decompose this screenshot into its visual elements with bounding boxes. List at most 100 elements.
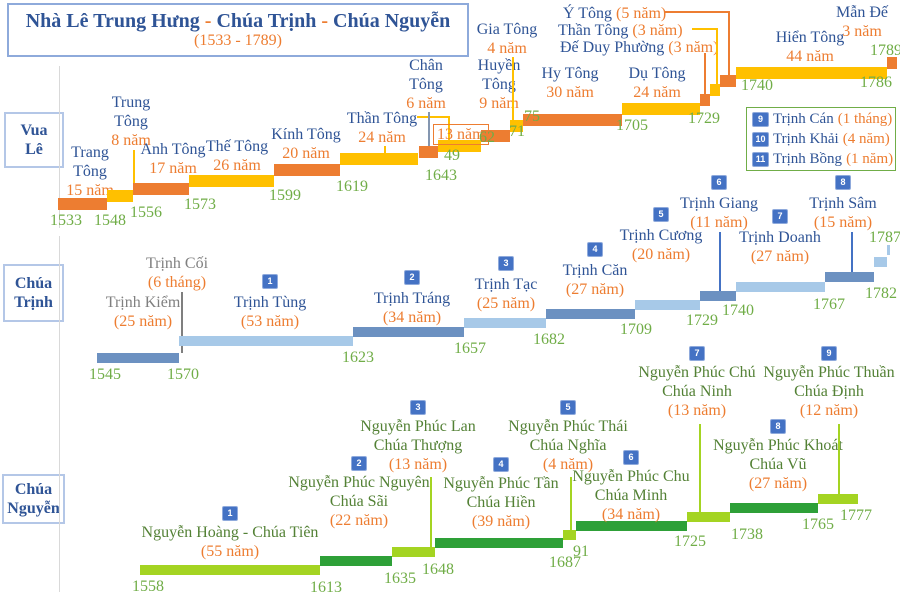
callout-line xyxy=(699,424,701,512)
year-label: 1782 xyxy=(865,285,897,302)
reign-bar xyxy=(687,512,730,522)
callout-line xyxy=(384,146,386,153)
reign-label: Anh Tông 17 năm xyxy=(63,140,283,178)
reign-name: Ý Tông xyxy=(563,5,617,22)
year-label: 1573 xyxy=(184,196,216,213)
reign-duration: (11 năm) xyxy=(690,214,748,231)
order-badge: 6 xyxy=(623,450,639,465)
reign-duration: (12 năm) xyxy=(799,402,859,419)
reign-name: Thế Tông xyxy=(205,138,269,155)
reign-label: Nguyễn Phúc Tần Chúa Hiền (39 năm) xyxy=(391,474,611,531)
reign-bar xyxy=(179,336,353,346)
order-badge: 8 xyxy=(770,419,786,434)
reign-label: Nguyễn Hoàng - Chúa Tiên (55 năm) xyxy=(120,523,340,561)
reign-label: Hy Tông 30 năm xyxy=(460,64,680,102)
reign-label: Trịnh Giang (11 năm) xyxy=(609,194,829,232)
row-axis-line xyxy=(59,422,60,592)
callout-line xyxy=(417,116,448,118)
reign-name: Nguyễn Phúc Lan xyxy=(360,418,476,435)
reign-label: Nguyễn Phúc Chú Chúa Ninh (13 năm) xyxy=(587,363,807,420)
reign-duration: 30 năm xyxy=(546,84,594,101)
reign-bar xyxy=(339,153,419,165)
row-header-vua-le: Vua Lê xyxy=(4,112,64,168)
reign-name: Trịnh Kiểm xyxy=(105,294,181,311)
reign-label: Nguyễn Phúc Khoát Chúa Vũ (27 năm) xyxy=(668,436,888,493)
year-label: 1648 xyxy=(422,561,454,578)
reign-name: Tông xyxy=(409,76,443,93)
reign-bar xyxy=(139,565,321,575)
reign-label: Nguyễn Phúc Thuần Chúa Định (12 năm) xyxy=(719,363,900,420)
reign-duration: (3 năm) xyxy=(632,22,683,39)
reign-bar xyxy=(700,94,711,106)
reign-bar xyxy=(546,309,635,319)
reign-duration: (25 năm) xyxy=(476,295,536,312)
legend-item: 11 Trịnh Bồng (1 năm) xyxy=(752,149,895,169)
reign-name: Trịnh Tráng xyxy=(373,290,451,307)
row-axis-line xyxy=(59,236,60,470)
reign-label: Kính Tông 20 năm xyxy=(196,125,416,163)
reign-label: Trịnh Tạc (25 năm) xyxy=(396,275,616,313)
reign-label: Nguyễn Phúc Nguyên Chúa Sãi (22 năm) xyxy=(249,473,469,530)
legend-duration: (1 tháng) xyxy=(837,110,893,127)
year-label: 1558 xyxy=(132,578,164,595)
year-label: 1657 xyxy=(454,340,486,357)
legend-box: 9 Trịnh Cán (1 tháng) 10 Trịnh Khải (4 n… xyxy=(746,107,896,171)
reign-name: Trang xyxy=(71,144,109,161)
reign-bar xyxy=(818,494,858,504)
reign-duration: (20 năm) xyxy=(631,246,691,263)
reign-name: Thần Tông xyxy=(346,110,418,127)
callout-line xyxy=(512,57,514,120)
reign-bar xyxy=(621,103,701,115)
year-label: 1767 xyxy=(813,296,845,313)
year-label: 91 xyxy=(573,543,589,560)
reign-label: Trịnh Doanh (27 năm) xyxy=(670,228,890,266)
row-header-chua-trinh: Chúa Trịnh xyxy=(3,264,64,322)
year-label: 62 xyxy=(479,129,495,146)
callout-line xyxy=(570,477,572,530)
order-badge: 10 xyxy=(752,131,769,147)
reign-duration: 44 năm xyxy=(786,48,834,65)
legend-name: Trịnh Khải xyxy=(773,130,839,147)
reign-name: Trịnh Căn xyxy=(562,262,628,279)
reign-label: Chân Tông 6 năm xyxy=(316,56,536,113)
year-label: 1765 xyxy=(802,516,834,533)
year-label: 1738 xyxy=(731,526,763,543)
order-badge: 6 xyxy=(711,175,727,190)
reign-name: Nguyễn Hoàng - Chúa Tiên xyxy=(141,524,319,541)
reign-bar xyxy=(480,130,511,142)
year-label: 1740 xyxy=(722,302,754,319)
reign-duration: 8 năm xyxy=(111,132,151,149)
order-badge: 5 xyxy=(653,207,669,222)
reign-duration: (3 năm) xyxy=(668,39,719,56)
year-label: 1545 xyxy=(89,366,121,383)
reign-duration: 17 năm xyxy=(149,160,197,177)
reign-name: Trịnh Doanh xyxy=(739,229,821,246)
reign-label: Đế Duy Phường (3 năm) xyxy=(560,38,718,57)
reign-name: Chúa Hiền xyxy=(466,494,536,511)
reign-bar xyxy=(710,84,720,96)
reign-bar xyxy=(510,120,524,132)
reign-name: Gia Tông xyxy=(476,21,538,38)
reign-bar xyxy=(736,67,888,79)
title-part: - xyxy=(316,10,334,32)
callout-line xyxy=(704,53,706,94)
reign-label: Trang Tông 15 năm xyxy=(0,143,200,200)
order-badge: 4 xyxy=(587,242,603,257)
reign-label: Gia Tông 4 năm xyxy=(397,20,617,58)
reign-name: Trịnh Tạc xyxy=(474,276,538,293)
reign-name: Chúa Thượng xyxy=(373,437,463,454)
row-header-line: Trịnh xyxy=(14,294,53,311)
order-badge: 8 xyxy=(835,175,851,190)
reign-bar xyxy=(274,164,340,176)
reign-bar xyxy=(438,140,481,152)
reign-name: Nguyễn Phúc Nguyên xyxy=(288,474,430,491)
legend-item: 10 Trịnh Khải (4 năm) xyxy=(752,129,895,149)
row-axis-line xyxy=(59,66,60,228)
reign-name: Chúa Minh xyxy=(594,487,668,504)
reign-label: Nguyễn Phúc Lan Chúa Thượng (13 năm) xyxy=(308,417,528,474)
reign-duration: (27 năm) xyxy=(565,281,625,298)
reign-bar xyxy=(887,57,897,69)
reign-duration: 6 năm xyxy=(406,95,446,112)
reign-label: Huyền Tông 9 năm xyxy=(389,56,609,113)
reign-name: Hy Tông xyxy=(541,65,599,82)
